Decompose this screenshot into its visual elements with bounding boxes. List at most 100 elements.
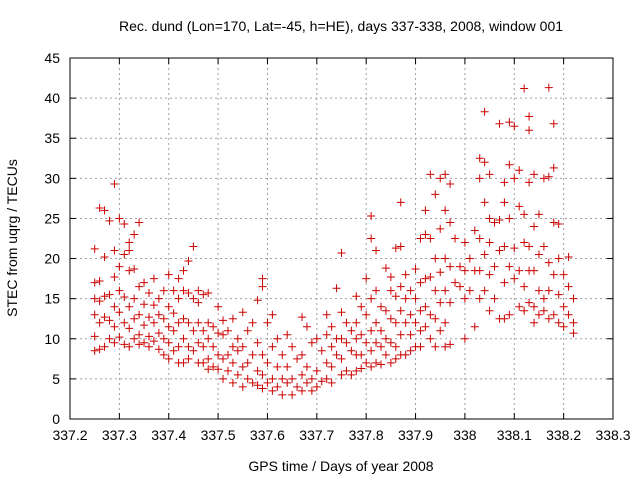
data-point [164,302,173,311]
data-point [446,179,455,188]
data-point [455,282,464,291]
data-point [357,364,366,373]
x-axis-label: GPS time / Days of year 2008 [248,458,433,474]
data-point [115,333,124,342]
data-point [367,234,376,243]
data-point [238,382,247,391]
data-point [530,222,539,231]
data-point [307,374,316,383]
data-point [367,212,376,221]
data-point [169,346,178,355]
data-point [283,330,292,339]
data-point [149,318,158,327]
data-point [140,338,149,347]
data-point [460,238,469,247]
data-point [268,374,277,383]
data-point [436,268,445,277]
data-point [470,226,479,235]
data-point [510,274,519,283]
data-point [327,362,336,371]
data-point [372,358,381,367]
data-point [500,178,509,187]
data-point [530,266,539,275]
data-point [268,342,277,351]
data-point [470,322,479,331]
data-point [199,358,208,367]
data-point [159,286,168,295]
data-point [293,382,302,391]
data-point [485,214,494,223]
data-point [110,273,119,282]
data-point [125,324,134,333]
data-point [544,83,553,92]
data-point [100,206,109,215]
data-point [288,342,297,351]
data-point [421,206,430,215]
data-point [243,358,252,367]
data-point [441,170,450,179]
data-point [441,286,450,295]
data-point [391,342,400,351]
x-tick-label: 338.1 [497,427,532,443]
x-tick-label: 337.3 [102,427,137,443]
data-point [140,278,149,287]
data-point [549,218,558,227]
data-point [199,290,208,299]
data-point [426,273,435,282]
data-point [317,377,326,386]
data-point [278,350,287,359]
data-point [416,278,425,287]
data-point [154,294,163,303]
data-point [184,289,193,298]
data-point [569,294,578,303]
x-tick-label: 337.5 [201,427,236,443]
data-point [381,334,390,343]
data-point [431,342,440,351]
data-point [100,252,109,261]
data-point [214,350,223,359]
data-point [149,337,158,346]
data-point [480,158,489,167]
data-point [189,326,198,335]
data-point [238,362,247,371]
data-point [105,334,114,343]
data-point [475,234,484,243]
data-point [135,282,144,291]
data-point [441,254,450,263]
data-point [564,252,573,261]
data-point [219,316,228,325]
data-point [411,264,420,273]
data-point [164,354,173,363]
data-point [263,358,272,367]
data-point [342,318,351,327]
data-point [490,218,499,227]
y-tick-label: 30 [44,170,60,186]
data-point [391,244,400,253]
data-point [302,378,311,387]
data-point [505,214,514,223]
data-point [322,330,331,339]
data-point [135,330,144,339]
data-point [500,314,509,323]
data-point [110,246,119,255]
data-point [115,286,124,295]
data-point [100,292,109,301]
data-point [564,310,573,319]
data-point [90,346,99,355]
data-point [549,270,558,279]
data-point [441,342,450,351]
data-point [396,198,405,207]
data-point [184,354,193,363]
data-point [426,170,435,179]
data-point [446,262,455,271]
data-point [376,326,385,335]
data-point [549,119,558,128]
data-point [135,310,144,319]
data-point [480,250,489,259]
data-point [144,313,153,322]
data-point [530,302,539,311]
data-point [539,294,548,303]
data-point [332,284,341,293]
data-point [307,386,316,395]
data-point [253,338,262,347]
